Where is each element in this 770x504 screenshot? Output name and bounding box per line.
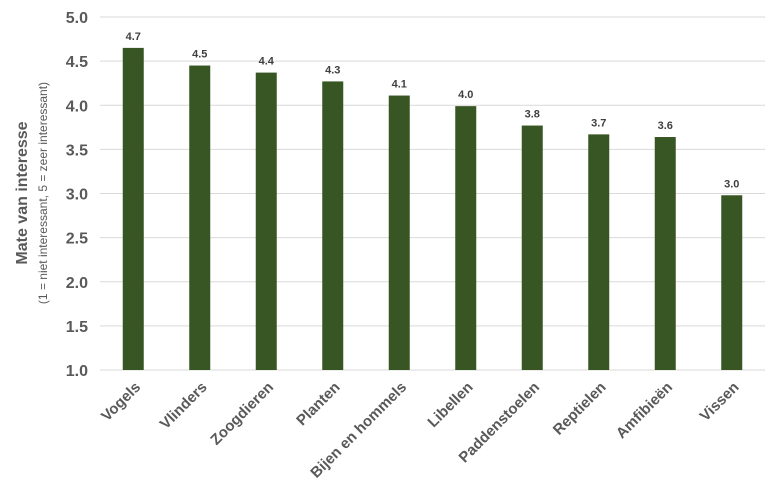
y-axis-title: Mate van interesse: [14, 121, 31, 264]
y-tick-label: 4.0: [66, 98, 88, 115]
data-label: 4.5: [192, 49, 207, 61]
data-label: 3.8: [525, 109, 540, 121]
x-category-label: Vogels: [98, 379, 144, 425]
y-tick-label: 5.0: [66, 10, 88, 27]
y-axis-ticks: 1.0 1.5 2.0 2.5 3.0 3.5 4.0 4.5 5.0: [66, 10, 88, 380]
x-category-label: Planten: [293, 379, 343, 429]
x-category-label: Amfibieën: [613, 379, 676, 442]
data-label: 4.4: [259, 56, 275, 68]
bar: [588, 134, 610, 370]
data-label: 3.6: [658, 120, 673, 132]
data-label: 4.3: [325, 64, 340, 76]
x-category-label: Vissen: [697, 379, 743, 425]
y-tick-label: 2.0: [66, 275, 88, 292]
y-tick-label: 2.5: [66, 231, 88, 248]
y-tick-label: 1.0: [66, 363, 88, 380]
y-axis-subtitle: (1 = niet interessant, 5 = zeer interess…: [36, 82, 50, 304]
gridlines: [100, 16, 765, 371]
y-tick-label: 1.5: [66, 319, 88, 336]
bars: [122, 47, 743, 371]
bar: [721, 195, 743, 370]
x-category-label: Vlinders: [157, 379, 211, 433]
data-label: 3.7: [591, 117, 606, 129]
bar: [388, 95, 410, 370]
bar: [122, 47, 144, 370]
bar: [255, 72, 277, 370]
x-category-label: Reptielen: [550, 379, 610, 439]
bar: [455, 106, 477, 370]
data-label: 4.1: [392, 79, 407, 91]
bar: [521, 125, 543, 370]
data-label: 3.0: [724, 178, 739, 190]
bar: [322, 81, 344, 371]
y-tick-label: 4.5: [66, 54, 88, 71]
x-category-label: Libellen: [424, 379, 476, 431]
data-label: 4.0: [458, 89, 473, 101]
data-labels: 4.7 4.5 4.4 4.3 4.1 4.0 3.8 3.7 3.6 3.0: [126, 31, 740, 190]
data-label: 4.7: [126, 31, 141, 43]
bar: [654, 137, 676, 370]
x-category-label: Zoogdieren: [207, 379, 277, 449]
y-tick-label: 3.0: [66, 187, 88, 204]
bar: [189, 65, 211, 370]
y-tick-label: 3.5: [66, 142, 88, 159]
